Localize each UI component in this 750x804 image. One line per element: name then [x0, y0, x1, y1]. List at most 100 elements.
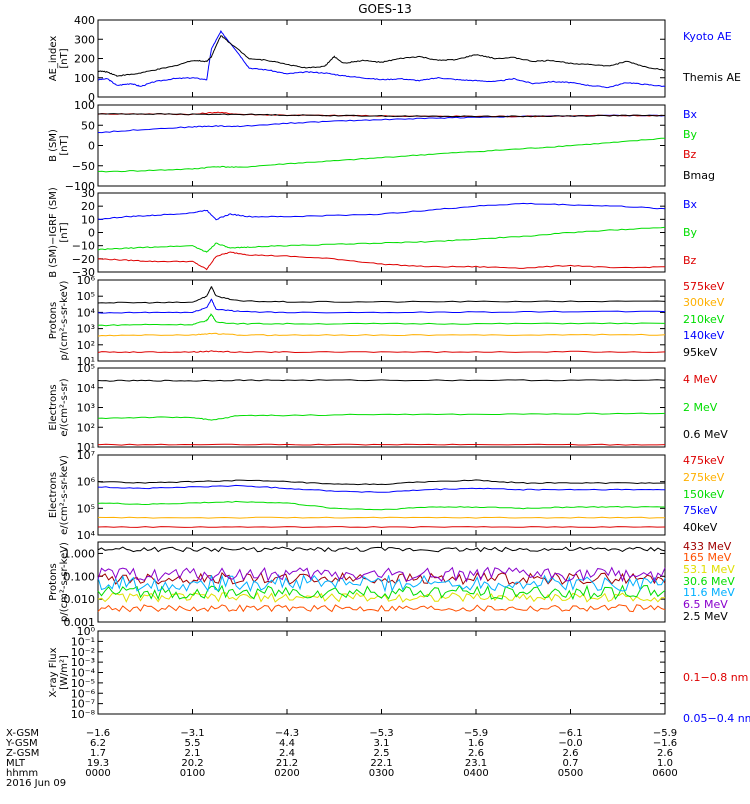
y-tick-label: 100: [74, 99, 95, 112]
series-line: [97, 516, 665, 519]
legend-label: 11.6 MeV: [683, 586, 735, 599]
y-tick-label: 10¹: [77, 441, 95, 454]
y-tick-label: 10⁻²: [71, 646, 95, 659]
orbit-value: −3.1: [180, 728, 204, 739]
series-line: [97, 332, 666, 337]
legend-label: 475keV: [683, 454, 725, 467]
y-tick-label: 30: [81, 187, 95, 200]
orbit-value: 2.6: [657, 748, 673, 759]
y-tick-label: 10⁶: [77, 476, 96, 489]
orbit-value: 1.0: [657, 758, 673, 769]
orbit-value: 2.1: [185, 748, 201, 759]
y-tick-label: 10⁴: [77, 529, 96, 542]
series-line: [97, 526, 666, 529]
orbit-value: 0100: [180, 768, 205, 779]
orbit-value: 22.1: [370, 758, 392, 769]
orbit-value: 2.5: [374, 748, 390, 759]
orbit-value: −5.9: [653, 728, 677, 739]
legend-label: By: [683, 128, 698, 141]
series-line: [97, 114, 666, 134]
orbit-value: 2.6: [468, 748, 484, 759]
orbit-value: 0200: [274, 768, 299, 779]
legend-label: Themis AE: [682, 71, 741, 84]
legend-label: 433 MeV: [683, 540, 732, 553]
orbit-value: 21.2: [276, 758, 298, 769]
series-line: [97, 226, 666, 253]
panel-ae: 0 100 200 300 400 AE_index[nT] Kyoto AE Themis …: [48, 14, 741, 104]
y-tick-label: 200: [74, 53, 95, 66]
y-tick-label: 10³: [77, 402, 95, 415]
panel-electrons_high: 10¹ 10² 10³ 10⁴ 10⁵ Electronse/(cm²-s-sr) 4 Me…: [48, 362, 728, 454]
y-tick-label: −20: [72, 253, 95, 266]
y-tick-label: 10⁵: [77, 362, 95, 375]
series-line: [97, 286, 666, 304]
y-tick-label: 10³: [77, 323, 95, 336]
legend-label: 275keV: [683, 471, 725, 484]
legend-label: 4 MeV: [683, 373, 718, 386]
series-line: [97, 113, 666, 118]
y-tick-label: 0: [88, 91, 95, 104]
y-tick-label: 10⁵: [77, 502, 95, 515]
series-line: [97, 202, 666, 221]
series-line: [97, 584, 666, 601]
legend-label: 53.1 MeV: [683, 563, 735, 576]
series-line: [97, 500, 665, 511]
series-line: [97, 566, 666, 583]
legend-label: 0.05−0.4 nm: [683, 712, 750, 725]
chart-title: GOES-13: [358, 2, 412, 16]
panel-b_sm: −100 −50 0 50 100 B (SM)[nT] Bx By Bz Bmag: [48, 99, 715, 193]
orbit-value: −6.1: [558, 728, 582, 739]
series-line: [97, 379, 666, 382]
y-tick-label: 10⁻¹: [71, 635, 95, 648]
series-line: [97, 546, 666, 553]
series-line: [97, 443, 666, 446]
y-tick-label: −30: [72, 266, 95, 279]
orbit-value: 1.6: [468, 738, 484, 749]
legend-label: 150keV: [683, 488, 725, 501]
orbit-value: 1.7: [90, 748, 106, 759]
y-tick-label: 0: [88, 140, 95, 153]
series-line: [97, 350, 666, 354]
legend-label: 0.1−0.8 nm: [683, 671, 748, 684]
orbit-value: 0400: [463, 768, 488, 779]
y-tick-label: 1.000: [64, 547, 96, 560]
y-tick-label: 400: [74, 14, 95, 27]
y-axis-label: X-ray Flux[W/m²]: [48, 647, 70, 697]
orbit-value: −1.6: [653, 738, 677, 749]
legend-label: 165 MeV: [683, 551, 732, 564]
legend-label: 2.5 MeV: [683, 610, 728, 623]
panel-frame: [97, 630, 666, 715]
panel-frame: [97, 454, 666, 536]
orbit-value: 3.1: [374, 738, 390, 749]
legend-label: 575keV: [683, 280, 725, 293]
series-line: [97, 298, 666, 314]
legend-label: 6.5 MeV: [683, 598, 728, 611]
y-tick-label: 10⁻³: [71, 656, 95, 669]
legend-label: Bx: [683, 198, 698, 211]
y-axis-label: Protonsp/(cm²-s-sr-keV): [48, 542, 70, 622]
series-line: [97, 571, 666, 586]
y-tick-label: 10⁻⁸: [71, 708, 96, 721]
y-tick-label: 10⁻⁴: [71, 667, 96, 680]
y-tick-label: −50: [72, 160, 95, 173]
orbit-row-label: Z-GSM: [6, 748, 39, 759]
panel-frame: [97, 279, 666, 362]
y-tick-label: 10⁻⁶: [71, 687, 96, 700]
series-line: [97, 484, 665, 493]
series-line: [97, 412, 666, 421]
orbit-value: 0500: [558, 768, 583, 779]
legend-label: 2 MeV: [683, 401, 718, 414]
y-tick-label: 50: [81, 119, 95, 132]
panel-electrons_low: 10⁴ 10⁵ 10⁶ 10⁷ Electronse/(cm²-s-sr-keV) 475…: [48, 449, 725, 542]
orbit-value: 0600: [652, 768, 677, 779]
series-line: [97, 30, 666, 89]
y-tick-label: 10⁴: [77, 306, 96, 319]
orbit-value: 23.1: [465, 758, 487, 769]
legend-label: Bmag: [683, 169, 715, 182]
y-tick-label: 10²: [77, 421, 95, 434]
orbit-value: 0300: [369, 768, 394, 779]
orbit-value: 5.5: [185, 738, 201, 749]
